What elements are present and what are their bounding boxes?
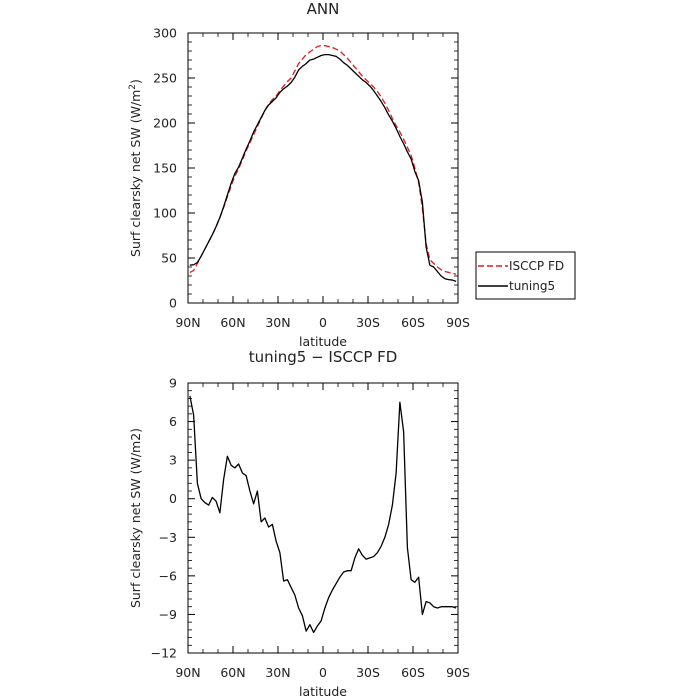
x-tick-label: 0 [319, 315, 327, 330]
x-tick-label: 60S [401, 315, 425, 330]
legend: ISCCP FD tuning5 [475, 251, 576, 300]
y-tick-label: 6 [169, 414, 177, 429]
axis-ticks: 90N 60N 30N 0 30S 60S 90S 0 50 100 150 200 250 300 [153, 26, 470, 331]
y-axis-label: Surf clearsky net SW (W/m2) [128, 79, 143, 257]
difference-chart: tuning5 − ISCCP FD 90N 60N 30N 0 30S 60S 90S −1… [128, 348, 470, 699]
x-tick-label: 30N [265, 315, 290, 330]
x-tick-label: 0 [319, 665, 327, 680]
legend-label-isccp: ISCCP FD [509, 259, 564, 273]
x-tick-label: 30S [356, 665, 380, 680]
y-tick-label: 3 [169, 453, 177, 468]
plot-frame [187, 32, 459, 304]
y-tick-label: −12 [151, 646, 177, 661]
y-axis-label-sup: 2 [128, 84, 138, 90]
y-axis-label-end: ) [128, 79, 143, 84]
x-tick-label: 90N [175, 665, 200, 680]
y-tick-label: 9 [169, 376, 177, 391]
x-tick-label: 90S [446, 315, 470, 330]
y-axis-label: Surf clearsky net SW (W/m2) [128, 428, 143, 608]
y-tick-label: −6 [159, 568, 177, 583]
series-lines [189, 44, 457, 283]
x-tick-label: 30N [265, 665, 290, 680]
x-axis-label: latitude [299, 334, 347, 349]
series-line-tuning5 [189, 53, 457, 283]
x-tick-label: 60N [220, 315, 245, 330]
legend-label-tuning5: tuning5 [509, 279, 555, 293]
y-tick-label: 0 [169, 296, 177, 311]
x-tick-label: 90S [446, 665, 470, 680]
y-tick-label: 200 [153, 116, 177, 131]
y-tick-label: 250 [153, 71, 177, 86]
x-tick-label: 60S [401, 665, 425, 680]
y-tick-label: 300 [153, 26, 177, 41]
chart-title: tuning5 − ISCCP FD [249, 348, 398, 366]
x-axis-label: latitude [299, 684, 347, 699]
y-tick-label: −9 [159, 607, 177, 622]
y-axis-label-main: Surf clearsky net SW (W/m [128, 90, 143, 257]
chart-title: ANN [307, 0, 340, 18]
plot-frame [187, 382, 459, 654]
legend-box [475, 251, 576, 300]
x-tick-label: 60N [220, 665, 245, 680]
series-lines [189, 395, 457, 634]
ann-chart: ANN 90N 60N 30N 0 30S 60S 90S 0 50 100 150 200 250 30… [128, 0, 576, 349]
y-tick-label: 0 [169, 491, 177, 506]
series-line-isccp-fd [189, 44, 457, 275]
series-line-0 [189, 395, 457, 634]
x-tick-label: 30S [356, 315, 380, 330]
y-tick-label: 150 [153, 161, 177, 176]
y-tick-label: −3 [159, 530, 177, 545]
y-tick-label: 100 [153, 206, 177, 221]
axis-ticks: 90N 60N 30N 0 30S 60S 90S −12 −9 −6 −3 0 3 6 9 [151, 376, 470, 681]
y-tick-label: 50 [161, 251, 177, 266]
x-tick-label: 90N [175, 315, 200, 330]
